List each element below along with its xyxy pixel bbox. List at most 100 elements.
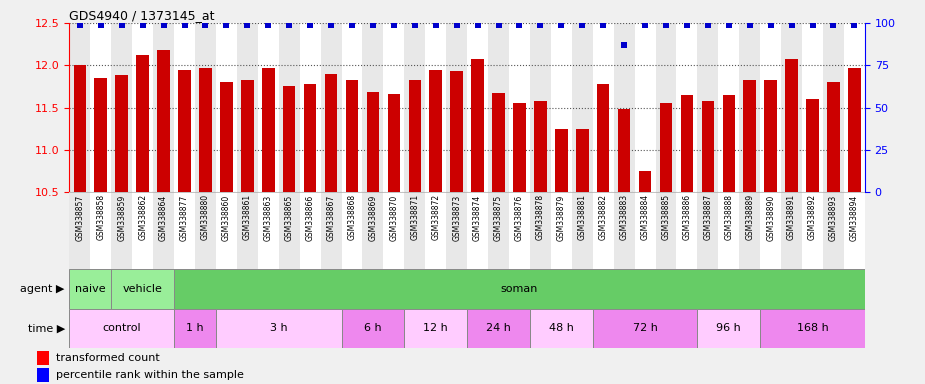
Bar [597, 84, 610, 192]
Bar [426, 23, 446, 192]
Bar [300, 23, 321, 192]
Bar [472, 60, 484, 192]
Text: GSM338874: GSM338874 [473, 194, 482, 240]
Text: transformed count: transformed count [56, 353, 159, 363]
Bar [488, 23, 509, 192]
Text: control: control [103, 323, 141, 333]
Bar [823, 23, 844, 192]
Bar [363, 23, 383, 192]
Bar [660, 103, 672, 192]
Text: GSM338873: GSM338873 [452, 194, 462, 240]
Text: GSM338877: GSM338877 [180, 194, 189, 240]
Bar [383, 23, 404, 192]
Bar [388, 94, 401, 192]
Text: GSM338885: GSM338885 [661, 194, 671, 240]
Bar [258, 192, 278, 269]
Bar [635, 192, 656, 269]
Bar [530, 309, 593, 348]
Bar [383, 192, 404, 269]
Bar [220, 82, 233, 192]
Bar [132, 23, 154, 192]
Bar [613, 192, 635, 269]
Bar [844, 23, 865, 192]
Bar [760, 192, 781, 269]
Bar [572, 23, 593, 192]
Bar [467, 192, 488, 269]
Bar [823, 192, 844, 269]
Bar [283, 86, 295, 192]
Bar [179, 70, 191, 192]
Bar [111, 192, 132, 269]
Bar [216, 309, 341, 348]
Bar [551, 23, 572, 192]
Text: GSM338881: GSM338881 [578, 194, 586, 240]
Bar [467, 23, 488, 192]
Bar [509, 192, 530, 269]
Text: GSM338884: GSM338884 [641, 194, 649, 240]
Bar [781, 23, 802, 192]
Text: GSM338876: GSM338876 [515, 194, 524, 240]
Bar [346, 81, 358, 192]
Text: naive: naive [75, 284, 105, 294]
Bar [760, 309, 865, 348]
Text: GSM338871: GSM338871 [411, 194, 419, 240]
Text: 6 h: 6 h [364, 323, 382, 333]
Bar [199, 68, 212, 192]
Text: GSM338860: GSM338860 [222, 194, 231, 240]
Bar [69, 309, 174, 348]
Bar [321, 192, 341, 269]
Bar [174, 23, 195, 192]
Bar [760, 23, 781, 192]
Bar [676, 23, 697, 192]
Bar [844, 192, 865, 269]
Bar [656, 23, 676, 192]
Text: GSM338864: GSM338864 [159, 194, 168, 240]
Bar [116, 75, 128, 192]
Text: GSM338883: GSM338883 [620, 194, 629, 240]
Bar [111, 23, 132, 192]
Bar [593, 309, 697, 348]
Bar [719, 23, 739, 192]
Text: GSM338892: GSM338892 [808, 194, 817, 240]
Text: GSM338867: GSM338867 [327, 194, 336, 240]
Text: percentile rank within the sample: percentile rank within the sample [56, 370, 243, 380]
Text: GSM338870: GSM338870 [389, 194, 399, 240]
Bar [429, 70, 442, 192]
Text: GSM338882: GSM338882 [598, 194, 608, 240]
Bar [237, 23, 258, 192]
Text: GSM338880: GSM338880 [201, 194, 210, 240]
Bar [551, 192, 572, 269]
Text: GSM338861: GSM338861 [243, 194, 252, 240]
Bar [69, 269, 111, 309]
Bar [174, 309, 216, 348]
Text: GSM338862: GSM338862 [138, 194, 147, 240]
Bar [341, 23, 363, 192]
Bar [37, 368, 49, 382]
Bar [174, 192, 195, 269]
Bar [802, 192, 823, 269]
Text: GSM338894: GSM338894 [850, 194, 859, 240]
Text: 1 h: 1 h [186, 323, 204, 333]
Bar [722, 95, 735, 192]
Bar [303, 84, 316, 192]
Bar [111, 269, 174, 309]
Bar [739, 192, 760, 269]
Bar [848, 68, 860, 192]
Bar [781, 192, 802, 269]
Bar [697, 309, 760, 348]
Text: GDS4940 / 1373145_at: GDS4940 / 1373145_at [69, 9, 215, 22]
Bar [555, 129, 568, 192]
Bar [719, 192, 739, 269]
Text: GSM338890: GSM338890 [766, 194, 775, 240]
Bar [91, 23, 111, 192]
Bar [69, 192, 91, 269]
Bar [576, 129, 588, 192]
Bar [241, 81, 253, 192]
Text: GSM338859: GSM338859 [117, 194, 126, 240]
Bar [363, 192, 383, 269]
Bar [701, 101, 714, 192]
Bar [74, 65, 86, 192]
Bar [154, 192, 174, 269]
Bar [676, 192, 697, 269]
Bar [593, 23, 613, 192]
